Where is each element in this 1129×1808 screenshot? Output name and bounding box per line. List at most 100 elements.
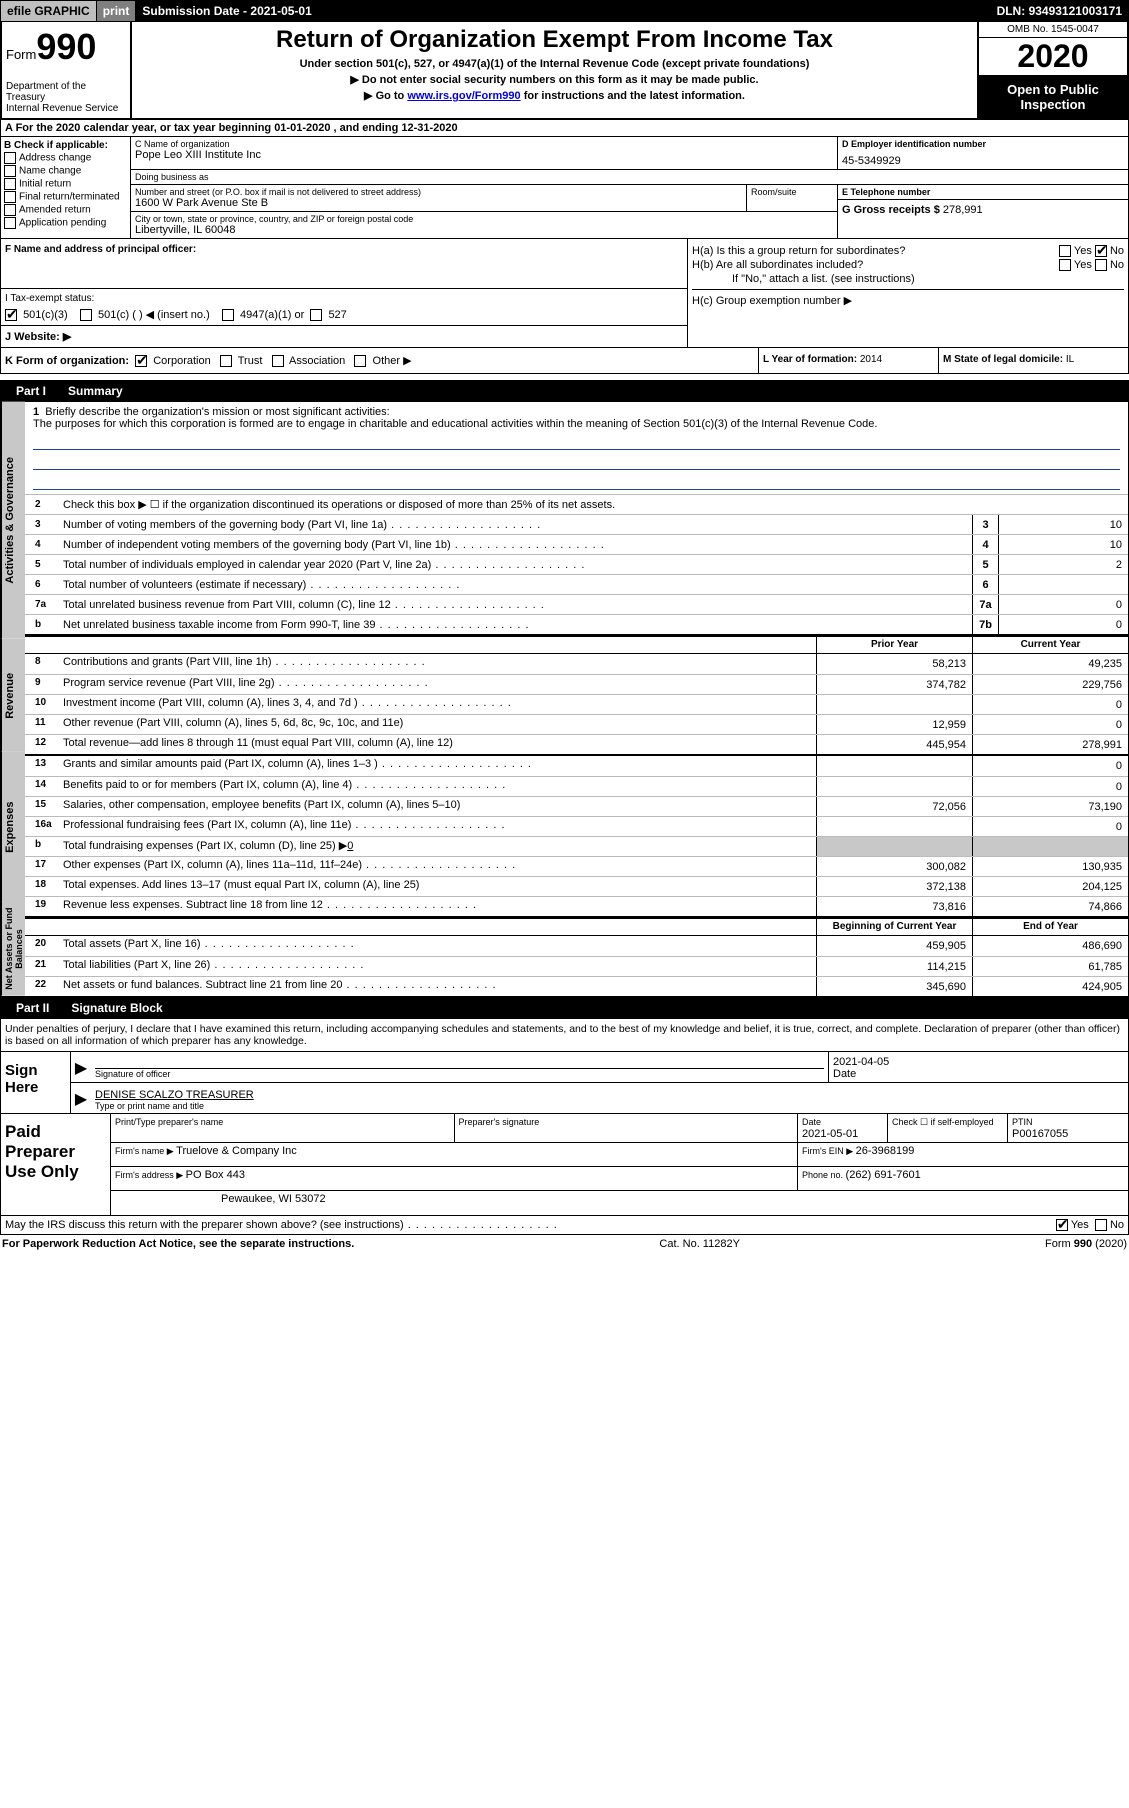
cb-501c3[interactable]: 501(c)(3) [5, 309, 68, 321]
hb-note: If "No," attach a list. (see instruction… [692, 273, 1124, 285]
hb-no[interactable]: No [1095, 259, 1124, 271]
r9c: 229,756 [972, 675, 1128, 694]
cb-corp[interactable]: Corporation [135, 355, 211, 367]
gross-receipts: G Gross receipts $ 278,991 [838, 200, 1128, 220]
e15c: 73,190 [972, 797, 1128, 816]
n22e: 424,905 [972, 977, 1128, 996]
cb-final[interactable]: Final return/terminated [4, 191, 127, 203]
cb-pending[interactable]: Application pending [4, 217, 127, 229]
r10c: 0 [972, 695, 1128, 714]
prep-self-label: Check ☐ if self-employed [892, 1117, 994, 1127]
city-label: City or town, state or province, country… [135, 214, 833, 224]
part1-body: Activities & Governance Revenue Expenses… [0, 402, 1129, 997]
f-label: F Name and address of principal officer: [5, 244, 196, 255]
street: 1600 W Park Avenue Ste B [135, 197, 742, 209]
ha-no[interactable]: No [1095, 245, 1124, 257]
discuss-yes[interactable]: Yes [1056, 1219, 1089, 1231]
cb-assoc[interactable]: Association [272, 355, 346, 367]
line-6: Total number of volunteers (estimate if … [59, 577, 972, 593]
cb-name[interactable]: Name change [4, 165, 127, 177]
arrow-icon: ▶ [71, 1083, 91, 1113]
e18c: 204,125 [972, 877, 1128, 896]
cb-4947[interactable]: 4947(a)(1) or [222, 309, 304, 321]
line-7a: Total unrelated business revenue from Pa… [59, 597, 972, 613]
sign-here-label: Sign Here [1, 1052, 71, 1113]
dln: DLN: 93493121003171 [991, 1, 1128, 21]
officer-name: DENISE SCALZO TREASURER [95, 1089, 1124, 1101]
dba-label: Doing business as [135, 172, 1124, 182]
hb-yes[interactable]: Yes [1059, 259, 1092, 271]
dept-label: Department of the Treasury Internal Reve… [6, 81, 126, 114]
discuss-no[interactable]: No [1095, 1219, 1124, 1231]
print-button[interactable]: print [97, 1, 137, 21]
cb-other[interactable]: Other ▶ [354, 355, 411, 367]
e-label: E Telephone number [842, 187, 1124, 197]
line-4: Number of independent voting members of … [59, 537, 972, 553]
sign-here-block: Sign Here ▶ Signature of officer 2021-04… [0, 1052, 1129, 1114]
line-15: Salaries, other compensation, employee b… [59, 797, 816, 816]
n20e: 486,690 [972, 936, 1128, 956]
hb-label: H(b) Are all subordinates included? [692, 259, 863, 271]
l-cell: L Year of formation: 2014 [758, 348, 938, 373]
line-16a: Professional fundraising fees (Part IX, … [59, 817, 816, 836]
d-label: D Employer identification number [842, 139, 1124, 149]
subtitle-3: ▶ Go to www.irs.gov/Form990 for instruct… [136, 89, 973, 102]
instructions-link[interactable]: www.irs.gov/Form990 [407, 90, 520, 102]
e17c: 130,935 [972, 857, 1128, 876]
e15p: 72,056 [816, 797, 972, 816]
efile-button[interactable]: efile GRAPHIC [1, 1, 97, 21]
date-label: Date [833, 1068, 1124, 1080]
ptin: P00167055 [1012, 1128, 1068, 1140]
row-i: I Tax-exempt status: 501(c)(3) 501(c) ( … [1, 289, 687, 326]
org-name: Pope Leo XIII Institute Inc [135, 149, 833, 161]
n21e: 61,785 [972, 957, 1128, 976]
line-14: Benefits paid to or for members (Part IX… [59, 777, 816, 796]
room-label: Room/suite [751, 187, 833, 197]
e17p: 300,082 [816, 857, 972, 876]
e13c: 0 [972, 756, 1128, 776]
side-activities: Activities & Governance [1, 402, 25, 639]
cb-trust[interactable]: Trust [220, 355, 263, 367]
line-5: Total number of individuals employed in … [59, 557, 972, 573]
block-bcd: B Check if applicable: Address change Na… [0, 137, 1129, 239]
line-20: Total assets (Part X, line 16) [59, 936, 816, 956]
city: Libertyville, IL 60048 [135, 224, 833, 236]
r9p: 374,782 [816, 675, 972, 694]
e18p: 372,138 [816, 877, 972, 896]
line-8: Contributions and grants (Part VIII, lin… [59, 654, 816, 674]
discuss-row: May the IRS discuss this return with the… [0, 1216, 1129, 1235]
cb-initial[interactable]: Initial return [4, 178, 127, 190]
side-netassets: Net Assets or Fund Balances [1, 902, 25, 996]
omb-number: OMB No. 1545-0047 [979, 22, 1127, 38]
line-9: Program service revenue (Part VIII, line… [59, 675, 816, 694]
line-16b: Total fundraising expenses (Part IX, col… [59, 837, 816, 856]
paid-preparer-block: Paid Preparer Use Only Print/Type prepar… [0, 1114, 1129, 1216]
ptin-label: PTIN [1012, 1117, 1033, 1127]
hc-label: H(c) Group exemption number ▶ [692, 294, 852, 307]
officer-sig-label: Signature of officer [95, 1068, 824, 1079]
e16p [816, 817, 972, 836]
line-17: Other expenses (Part IX, column (A), lin… [59, 857, 816, 876]
cb-address[interactable]: Address change [4, 152, 127, 164]
name-label: Type or print name and title [95, 1101, 1124, 1111]
line-1: 1 Briefly describe the organization's mi… [25, 402, 1128, 494]
form-header: Form990 Department of the Treasury Inter… [0, 22, 1129, 120]
n22b: 345,690 [816, 977, 972, 996]
cb-527[interactable]: 527 [310, 309, 346, 321]
footer-right: Form 990 (2020) [1045, 1238, 1127, 1250]
cb-amended[interactable]: Amended return [4, 204, 127, 216]
part2-header: Part IISignature Block [0, 997, 1129, 1019]
e16c: 0 [972, 817, 1128, 836]
row-klm: K Form of organization: Corporation Trus… [0, 348, 1129, 374]
val-3: 10 [998, 515, 1128, 534]
r12c: 278,991 [972, 735, 1128, 754]
block-fgh: F Name and address of principal officer:… [0, 239, 1129, 348]
firm-phone: (262) 691-7601 [846, 1169, 921, 1181]
row-j: J Website: ▶ [1, 326, 687, 347]
submission-date: Submission Date - 2021-05-01 [136, 1, 990, 21]
cb-501c[interactable]: 501(c) ( ) ◀ (insert no.) [80, 309, 210, 321]
col-current: Current Year [972, 637, 1128, 653]
line-18: Total expenses. Add lines 13–17 (must eq… [59, 877, 816, 896]
ha-yes[interactable]: Yes [1059, 245, 1092, 257]
subtitle-2: ▶ Do not enter social security numbers o… [136, 73, 973, 86]
